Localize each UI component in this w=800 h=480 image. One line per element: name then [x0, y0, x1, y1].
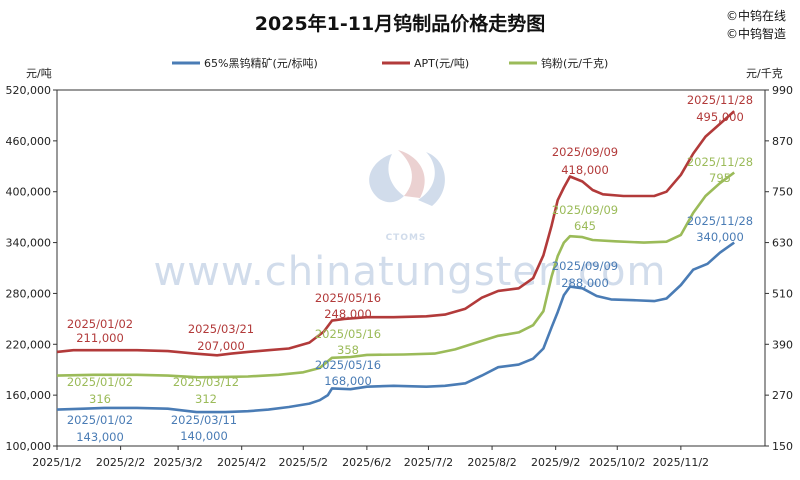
left-axis-unit: 元/吨: [26, 67, 52, 80]
annotation-date: 2025/03/21: [188, 322, 254, 336]
x-tick-label: 2025/3/2: [153, 456, 202, 469]
annotation-value: 495,000: [696, 110, 744, 124]
annotation-value: 316: [89, 392, 111, 406]
annotation-date: 2025/05/16: [315, 291, 381, 305]
right-tick-label: 750: [772, 186, 793, 199]
annotation-date: 2025/11/28: [687, 214, 753, 228]
right-tick-label: 990: [772, 84, 793, 97]
legend-label: 钨粉(元/千克): [541, 57, 608, 70]
left-tick-label: 160,000: [6, 389, 52, 402]
axes-layer: 100,000 160,000 220,000 280,000 340,000 400,0…: [6, 84, 794, 469]
series-line-0: [56, 241, 735, 414]
x-tick-label: 2025/9/2: [531, 456, 580, 469]
watermark-logo-wing-icon: [418, 152, 445, 206]
annotation-value: 795: [709, 171, 731, 185]
right-tick-label: 270: [772, 389, 793, 402]
annotation-value: 211,000: [76, 331, 124, 345]
annotation-date: 2025/11/28: [687, 155, 753, 169]
annotation-value: 288,000: [561, 276, 609, 290]
annotation-value: 358: [337, 343, 359, 357]
x-tick-label: 2025/6/2: [342, 456, 391, 469]
left-tick-label: 520,000: [6, 84, 52, 97]
legend: 65%黑钨精矿(元/标吨) APT(元/吨) 钨粉(元/千克): [172, 56, 608, 70]
chart-title: 2025年1-11月钨制品价格走势图: [255, 12, 545, 35]
annotation-date: 2025/03/12: [173, 375, 239, 389]
left-tick-label: 460,000: [6, 135, 52, 148]
annotation-date: 2025/09/09: [552, 145, 618, 159]
left-tick-label: 340,000: [6, 237, 52, 250]
annotation-value: 140,000: [180, 429, 228, 443]
annotation-value: 248,000: [324, 307, 372, 321]
brand-label-1: ©中钨在线: [726, 8, 786, 23]
annotation-date: 2025/01/02: [67, 375, 133, 389]
annotation-date: 2025/09/09: [552, 259, 618, 273]
right-axis-unit: 元/千克: [746, 67, 783, 80]
annotation-date: 2025/05/16: [315, 358, 381, 372]
x-tick-label: 2025/7/2: [404, 456, 453, 469]
annotation-value: 207,000: [197, 339, 245, 353]
series-line-2: [56, 171, 735, 379]
series-line-1: [56, 110, 736, 357]
right-tick-label: 150: [772, 440, 793, 453]
legend-label: APT(元/吨): [414, 57, 469, 70]
x-tick-label: 2025/10/2: [589, 456, 645, 469]
right-tick-label: 630: [772, 237, 793, 250]
x-tick-label: 2025/4/2: [217, 456, 266, 469]
x-tick-label: 2025/2/2: [96, 456, 145, 469]
x-tick-label: 2025/1/2: [32, 456, 81, 469]
annotation-value: 168,000: [324, 374, 372, 388]
plot-frame: [56, 89, 766, 447]
annotation-date: 2025/01/02: [67, 413, 133, 427]
watermark-logo-flame-icon: [398, 150, 425, 198]
left-tick-label: 400,000: [6, 186, 52, 199]
annotation-date: 2025/09/09: [552, 203, 618, 217]
series-lines: [56, 110, 736, 414]
brand-label-2: ©中钨智造: [726, 26, 786, 41]
x-tick-label: 2025/11/2: [653, 456, 709, 469]
watermark-logo-icon: [369, 154, 404, 203]
annotation-value: 340,000: [696, 230, 744, 244]
right-tick-label: 870: [772, 135, 793, 148]
annotation-date: 2025/03/11: [171, 413, 237, 427]
left-tick-label: 220,000: [6, 338, 52, 351]
x-tick-label: 2025/5/2: [279, 456, 328, 469]
annotation-date: 2025/11/28: [687, 93, 753, 107]
annotations-layer: 2025/01/02211,0002025/03/21207,0002025/0…: [67, 93, 753, 444]
watermark-logo-text: CTOMS: [386, 233, 427, 243]
right-tick-label: 510: [772, 287, 793, 300]
annotation-value: 645: [574, 219, 596, 233]
annotation-value: 143,000: [76, 430, 124, 444]
annotation-value: 312: [195, 392, 217, 406]
annotation-date: 2025/01/02: [67, 317, 133, 331]
legend-label: 65%黑钨精矿(元/标吨): [204, 56, 318, 70]
annotation-date: 2025/05/16: [315, 327, 381, 341]
annotation-value: 418,000: [561, 163, 609, 177]
left-tick-label: 100,000: [6, 440, 52, 453]
x-tick-label: 2025/8/2: [467, 456, 516, 469]
left-tick-label: 280,000: [6, 287, 52, 300]
right-tick-label: 390: [772, 338, 793, 351]
